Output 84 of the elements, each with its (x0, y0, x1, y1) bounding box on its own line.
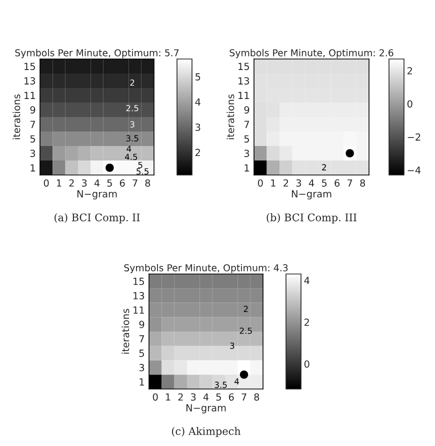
y-tick-label: 1 (30, 164, 35, 172)
y-tick-label: 1 (140, 378, 144, 386)
x-tick-label: 5 (216, 393, 221, 401)
y-tick-label: 5 (30, 135, 35, 143)
annotation: 3 (230, 342, 234, 349)
text: (a) BCI Comp. II (54, 213, 140, 224)
y-tick-label: 7 (244, 120, 249, 128)
x-tick-label: 0 (258, 179, 263, 187)
y-tick-label: 15 (134, 278, 144, 286)
y-tick-label: 3 (244, 150, 250, 158)
text: (c) Akimpech (172, 426, 241, 438)
annotation: 5.5 (136, 168, 148, 175)
x-tick-label: 8 (360, 179, 366, 187)
x-axis-title: N−gram (186, 404, 226, 414)
x-tick-label: 0 (44, 179, 49, 187)
annotation: 4 (234, 378, 239, 384)
y-axis-title: iterations (122, 308, 130, 354)
annotation: 2.5 (240, 328, 252, 334)
color-bar-label: −2 (408, 133, 420, 141)
y-tick-label: 9 (244, 106, 250, 114)
y-tick-label: 3 (139, 364, 144, 372)
chart-title: Symbols Per Minute, Optimum: 2.6 (230, 49, 394, 58)
y-tick-label: 3 (30, 150, 36, 158)
x-tick-label: 8 (145, 179, 150, 187)
annotation: 4 (126, 146, 132, 152)
x-tick-label: 5 (107, 179, 112, 187)
x-tick-label: 3 (82, 179, 87, 187)
color-bar-label: 4 (195, 98, 200, 106)
x-tick-label: 1 (56, 179, 62, 187)
x-tick-label: 2 (284, 179, 288, 187)
y-tick-label: 9 (30, 106, 36, 114)
y-tick-label: 11 (134, 306, 144, 314)
x-tick-label: 8 (254, 393, 260, 401)
color-bar-label: 5 (196, 73, 200, 80)
x-tick-label: 2 (178, 393, 183, 401)
y-tick-label: 7 (30, 120, 35, 128)
y-tick-label: 11 (24, 92, 35, 99)
y-tick-label: 13 (24, 77, 36, 85)
text: (b) BCI Comp. III (266, 213, 356, 224)
x-tick-label: 5 (322, 179, 327, 187)
x-tick-label: 0 (152, 393, 158, 401)
y-tick-label: 7 (139, 335, 144, 342)
x-tick-label: 7 (348, 179, 352, 187)
y-tick-label: 13 (134, 292, 144, 300)
x-tick-label: 4 (203, 393, 209, 401)
y-tick-label: 11 (238, 92, 249, 99)
x-tick-label: 2 (69, 179, 74, 187)
x-tick-label: 6 (228, 393, 234, 401)
y-axis-title: iterations (12, 94, 20, 140)
color-bar-label: 2 (195, 148, 200, 156)
x-tick-label: 4 (308, 179, 314, 187)
annotation: 2 (130, 79, 134, 86)
color-bar-label: 4 (304, 276, 310, 284)
y-tick-label: 15 (238, 62, 249, 70)
x-tick-label: 6 (334, 179, 340, 187)
annotation: 2 (244, 306, 248, 312)
x-axis-title: N−gram (292, 190, 332, 200)
y-tick-label: 9 (139, 320, 144, 328)
x-tick-label: 1 (271, 179, 276, 187)
y-axis-title: iterations (226, 94, 234, 140)
y-tick-label: 5 (139, 350, 144, 357)
chart-title: Symbols Per Minute, Optimum: 4.3 (124, 264, 288, 274)
x-tick-label: 3 (190, 393, 196, 401)
x-axis-title: N−gram (77, 190, 117, 200)
chart-title: Symbols Per Minute, Optimum: 5.7 (15, 49, 179, 58)
color-bar-label: 2 (304, 318, 309, 326)
annotation: 4.5 (124, 154, 138, 160)
x-tick-label: 4 (94, 179, 100, 187)
x-tick-label: 3 (296, 179, 302, 187)
color-bar-label: 2 (407, 67, 412, 74)
annotation: 3.5 (126, 135, 138, 142)
x-tick-label: 1 (166, 393, 170, 401)
color-bar-label: 3 (196, 124, 200, 131)
y-tick-label: 1 (244, 164, 249, 172)
x-tick-label: 6 (120, 179, 125, 187)
color-bar-label: 0 (304, 360, 310, 368)
annotation: 3.5 (214, 382, 227, 388)
color-bar-label: −4 (408, 166, 421, 174)
y-tick-label: 13 (238, 77, 250, 85)
annotation: 2 (322, 164, 326, 170)
color-bar-label: 0 (407, 100, 412, 108)
y-tick-label: 15 (24, 62, 35, 70)
annotation: 2.5 (126, 104, 138, 112)
y-tick-label: 5 (244, 135, 249, 143)
